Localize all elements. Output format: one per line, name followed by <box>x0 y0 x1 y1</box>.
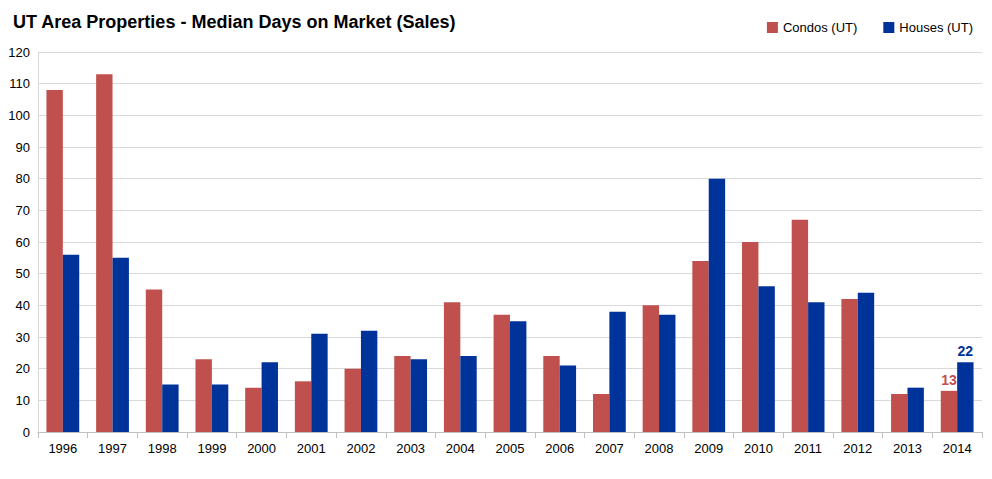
svg-text:10: 10 <box>16 393 30 408</box>
svg-text:Condos (UT): Condos (UT) <box>783 20 857 35</box>
svg-text:2004: 2004 <box>446 441 475 456</box>
svg-text:2003: 2003 <box>396 441 425 456</box>
svg-text:100: 100 <box>8 108 30 123</box>
svg-text:60: 60 <box>16 235 30 250</box>
svg-text:13: 13 <box>941 372 957 388</box>
svg-text:2002: 2002 <box>346 441 375 456</box>
svg-text:1999: 1999 <box>197 441 226 456</box>
svg-text:1998: 1998 <box>148 441 177 456</box>
svg-text:22: 22 <box>958 343 974 359</box>
svg-text:2008: 2008 <box>645 441 674 456</box>
svg-text:30: 30 <box>16 330 30 345</box>
svg-text:2001: 2001 <box>297 441 326 456</box>
svg-text:2007: 2007 <box>595 441 624 456</box>
svg-text:120: 120 <box>8 45 30 60</box>
svg-text:110: 110 <box>9 76 30 91</box>
svg-text:50: 50 <box>16 266 30 281</box>
svg-text:2009: 2009 <box>694 441 723 456</box>
svg-text:2006: 2006 <box>545 441 574 456</box>
svg-text:80: 80 <box>16 171 30 186</box>
svg-text:0: 0 <box>23 425 30 440</box>
svg-text:1997: 1997 <box>98 441 127 456</box>
svg-text:2012: 2012 <box>843 441 872 456</box>
svg-text:40: 40 <box>16 298 30 313</box>
svg-text:2013: 2013 <box>893 441 922 456</box>
svg-text:2011: 2011 <box>794 441 822 456</box>
svg-text:70: 70 <box>16 203 30 218</box>
svg-text:UT Area Properties - Median Da: UT Area Properties - Median Days on Mark… <box>13 12 455 32</box>
svg-text:2014: 2014 <box>943 441 972 456</box>
svg-text:2010: 2010 <box>744 441 773 456</box>
svg-text:2005: 2005 <box>496 441 525 456</box>
svg-text:1996: 1996 <box>48 441 77 456</box>
svg-text:20: 20 <box>16 361 30 376</box>
svg-text:Houses (UT): Houses (UT) <box>899 20 973 35</box>
svg-text:90: 90 <box>16 140 30 155</box>
svg-text:2000: 2000 <box>247 441 276 456</box>
